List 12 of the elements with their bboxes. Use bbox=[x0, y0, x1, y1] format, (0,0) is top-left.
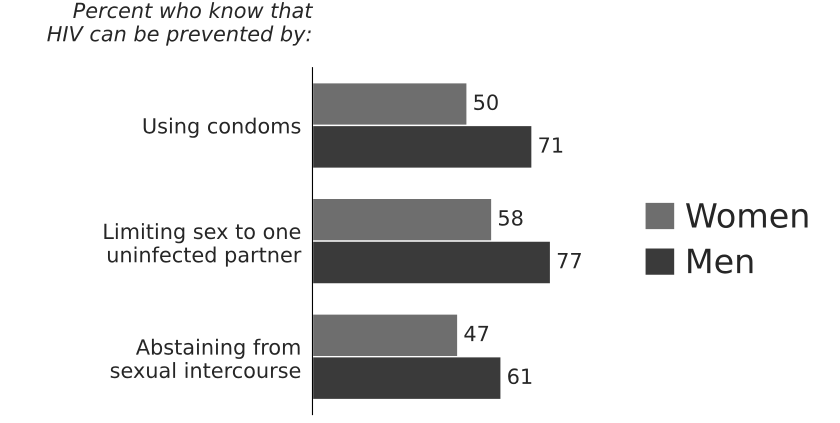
chart-title: Percent who know that HIV can be prevented by: bbox=[47, 2, 314, 46]
y-tick-label: Using condoms bbox=[144, 118, 300, 138]
y-tick-label: Limiting sex to one uninfected partner bbox=[104, 223, 302, 267]
legend-label: Men bbox=[688, 248, 752, 274]
data-label: 47 bbox=[464, 326, 488, 342]
legend-label: Women bbox=[686, 203, 808, 228]
data-label: 61 bbox=[508, 368, 532, 384]
y-tick-label: Abstaining from sexual intercourse bbox=[110, 338, 300, 378]
data-label: 71 bbox=[539, 137, 562, 153]
data-label: 77 bbox=[558, 253, 581, 268]
data-label: 58 bbox=[499, 210, 522, 226]
data-label: 50 bbox=[474, 94, 498, 110]
